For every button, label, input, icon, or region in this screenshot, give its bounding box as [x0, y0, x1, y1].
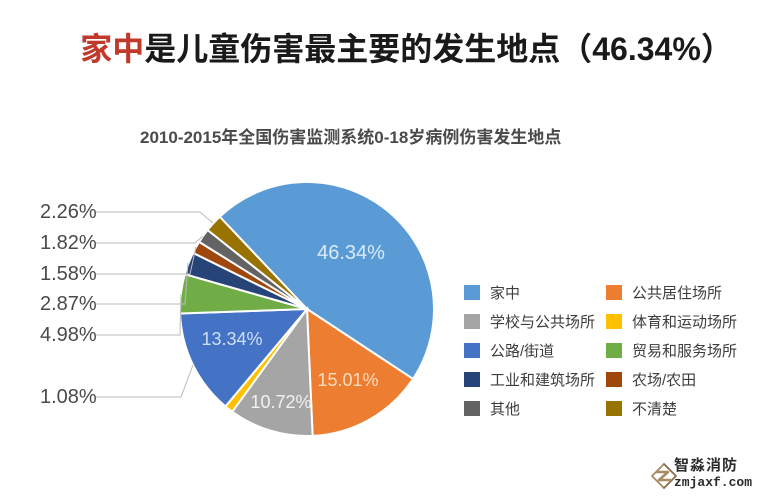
svg-text:1.08%: 1.08% — [40, 386, 97, 408]
svg-text:2.87%: 2.87% — [40, 293, 97, 315]
svg-text:15.01%: 15.01% — [317, 370, 378, 390]
svg-text:1.58%: 1.58% — [40, 263, 97, 285]
svg-text:2.26%: 2.26% — [40, 201, 97, 223]
svg-text:46.34%: 46.34% — [317, 242, 385, 264]
svg-text:1.82%: 1.82% — [40, 232, 97, 254]
svg-text:4.98%: 4.98% — [40, 324, 97, 346]
svg-text:10.72%: 10.72% — [250, 392, 311, 412]
svg-text:13.34%: 13.34% — [201, 329, 262, 349]
